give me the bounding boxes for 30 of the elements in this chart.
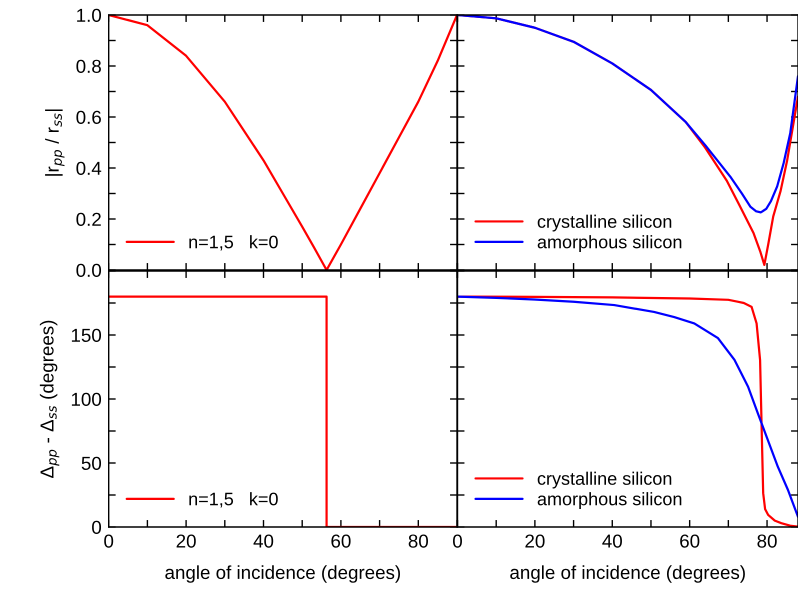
y-tick-label: 50 (82, 456, 102, 470)
y-axis-title: Δ$_{pp}$ - Δ$_{ss}$ (degrees) (40, 320, 60, 478)
x-tick-label: 40 (254, 534, 274, 548)
y-tick-label: 150 (72, 328, 102, 342)
y-tick-label: 0.2 (76, 212, 101, 226)
legend-label: n=1,5 k=0 (189, 492, 278, 508)
y-tick-label: 1.0 (77, 8, 102, 22)
x-tick-label: 0 (104, 534, 114, 548)
x-tick-label: 20 (176, 534, 196, 548)
x-tick-label: 60 (331, 534, 351, 548)
x-tick-label: 80 (408, 534, 428, 548)
legend-label: amorphous silicon (538, 492, 682, 509)
y-axis-title: |r$_{pp}$ / r$_{ss}$| (45, 109, 64, 176)
y-tick-label: 0.6 (76, 110, 101, 124)
x-tick-label: 40 (602, 534, 622, 548)
x-axis-title: angle of incidence (degrees) (510, 565, 745, 583)
y-tick-label: 0 (92, 520, 102, 534)
legend-label: crystalline silicon (538, 472, 672, 488)
y-tick-label: 0.8 (76, 60, 101, 73)
x-axis-title: angle of incidence (degrees) (165, 565, 400, 583)
x-tick-label: 0 (453, 534, 462, 548)
y-tick-label: 0.4 (76, 162, 102, 175)
legend-label: amorphous silicon (538, 235, 682, 252)
x-tick-label: 20 (525, 534, 545, 548)
x-tick-label: 80 (757, 534, 777, 548)
x-tick-label: 60 (680, 534, 700, 548)
legend-label: n=1,5 k=0 (189, 235, 278, 251)
legend-label: crystalline silicon (538, 214, 672, 232)
y-tick-label: 0.0 (76, 264, 102, 277)
y-tick-label: 100 (72, 392, 102, 406)
